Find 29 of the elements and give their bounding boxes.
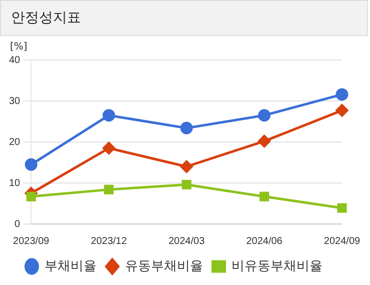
point: [258, 134, 271, 148]
point: [26, 192, 36, 202]
point: [182, 180, 192, 190]
x-tick-label: 2023/09: [13, 236, 50, 247]
x-tick-label: 2023/12: [90, 236, 128, 247]
point: [102, 109, 116, 122]
chart-title: 안정성지표: [0, 0, 368, 36]
point: [24, 158, 38, 171]
point: [259, 192, 270, 202]
x-tick-label: 2024/03: [168, 236, 206, 247]
y-tick-label: 20: [9, 136, 21, 148]
legend-label: 부채비율: [44, 258, 96, 274]
point: [180, 122, 193, 134]
y-axis-title: [%]: [10, 42, 28, 53]
point: [337, 203, 347, 213]
x-tick-label: 2024/09: [324, 236, 361, 247]
y-tick-label: 0: [14, 218, 21, 230]
y-tick-label: 40: [9, 54, 21, 66]
point: [180, 160, 193, 173]
y-tick-label: 10: [9, 178, 21, 189]
point: [336, 104, 348, 117]
x-tick-label: 2024/06: [246, 236, 283, 247]
point: [336, 88, 348, 101]
point: [258, 109, 271, 122]
legend-label: 비유동부채비율: [231, 258, 322, 274]
legend-label: 유동부채비율: [124, 258, 203, 274]
point: [102, 142, 116, 154]
y-tick-label: 30: [9, 96, 21, 107]
point: [104, 184, 114, 194]
